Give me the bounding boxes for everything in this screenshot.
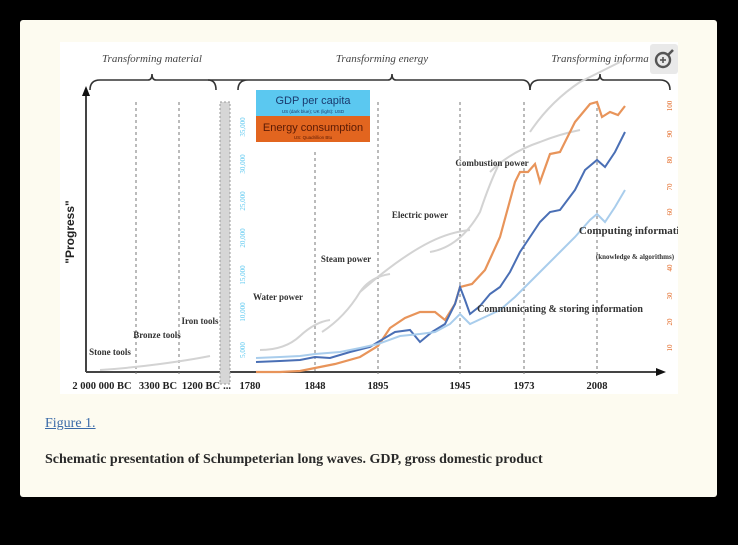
svg-text:30,000: 30,000 — [239, 154, 247, 174]
right-axis-ticks: 10 20 30 40 60 70 80 90 100 — [666, 100, 674, 351]
svg-text:60: 60 — [666, 208, 674, 216]
svg-text:25,000: 25,000 — [239, 191, 247, 211]
figure-caption: Schematic presentation of Schumpeterian … — [45, 452, 543, 467]
svg-text:2008: 2008 — [587, 381, 608, 392]
svg-text:2 000 000 BC: 2 000 000 BC — [72, 381, 131, 392]
energy-series-line — [256, 100, 626, 374]
phase-bronze: Bronze tools — [133, 330, 181, 340]
zoom-in-icon — [654, 49, 674, 69]
x-tick-labels: 2 000 000 BC 3300 BC 1200 BC ... 1780 18… — [72, 381, 607, 392]
phase-steam: Steam power — [321, 254, 371, 264]
svg-text:35,000: 35,000 — [239, 117, 247, 137]
figure-panel: Transforming material Transforming energ… — [20, 20, 717, 497]
svg-text:1945: 1945 — [450, 381, 471, 392]
svg-text:Energy consumption: Energy consumption — [263, 122, 363, 134]
svg-text:1848: 1848 — [305, 381, 326, 392]
y-axis-label: "Progress" — [63, 200, 77, 263]
phase-labels: Stone tools Bronze tools Iron tools Wate… — [89, 158, 678, 357]
svg-text:90: 90 — [666, 130, 674, 138]
us-gdp-series-line — [255, 131, 626, 363]
phase-water: Water power — [253, 292, 303, 302]
svg-text:...: ... — [223, 381, 231, 392]
svg-text:1895: 1895 — [368, 381, 389, 392]
x-axis-arrow-icon — [656, 368, 666, 376]
phase-electric: Electric power — [392, 210, 448, 220]
svg-text:70: 70 — [666, 183, 674, 191]
svg-text:1780: 1780 — [240, 381, 261, 392]
long-wave-curves — [99, 61, 621, 371]
brace-material — [89, 73, 217, 91]
svg-text:80: 80 — [666, 156, 674, 164]
svg-text:15,000: 15,000 — [239, 265, 247, 285]
zoom-button[interactable] — [650, 44, 678, 74]
svg-text:10: 10 — [666, 344, 674, 352]
svg-text:1200 BC: 1200 BC — [182, 381, 220, 392]
svg-text:40: 40 — [666, 264, 674, 272]
era-label-energy: Transforming energy — [336, 53, 428, 65]
axis-break — [219, 101, 231, 385]
legend-energy — [256, 116, 370, 142]
figure-image: Transforming material Transforming energ… — [60, 42, 678, 394]
svg-text:10,000: 10,000 — [239, 302, 247, 322]
phase-communicating: Communicating & storing information — [477, 304, 643, 315]
era-label-information: Transforming informa — [551, 53, 649, 65]
phase-dividers — [135, 102, 598, 374]
svg-text:5,000: 5,000 — [239, 342, 247, 358]
uk-gdp-series-line — [255, 189, 626, 359]
phase-combustion: Combustion power — [455, 158, 528, 168]
era-label-material: Transforming material — [102, 53, 202, 65]
figure-link[interactable]: Figure 1. — [45, 416, 96, 431]
phase-iron: Iron tools — [181, 316, 219, 326]
svg-text:20: 20 — [666, 318, 674, 326]
svg-text:US: Quadrillion Btu: US: Quadrillion Btu — [294, 135, 333, 140]
brace-energy — [208, 73, 531, 91]
svg-text:GDP per capita: GDP per capita — [275, 95, 351, 107]
chart-svg: Transforming material Transforming energ… — [63, 53, 678, 392]
svg-text:20,000: 20,000 — [239, 228, 247, 248]
svg-text:3300 BC: 3300 BC — [139, 381, 177, 392]
svg-text:100: 100 — [666, 100, 674, 111]
y-axis-arrow-icon — [82, 86, 90, 96]
phase-computing: Computing information — [579, 225, 678, 237]
left-axis-ticks: 5,000 10,000 15,000 20,000 25,000 30,000… — [239, 117, 247, 358]
phase-computing-sub: (knowledge & algorithms) — [596, 253, 675, 261]
svg-text:1973: 1973 — [514, 381, 535, 392]
legend-gdp — [256, 90, 370, 116]
svg-text:US (dark blue); UK (light): US: US (dark blue); UK (light): USD — [282, 109, 345, 114]
phase-stone: Stone tools — [89, 347, 131, 357]
brace-information — [529, 73, 671, 91]
svg-text:30: 30 — [666, 292, 674, 300]
